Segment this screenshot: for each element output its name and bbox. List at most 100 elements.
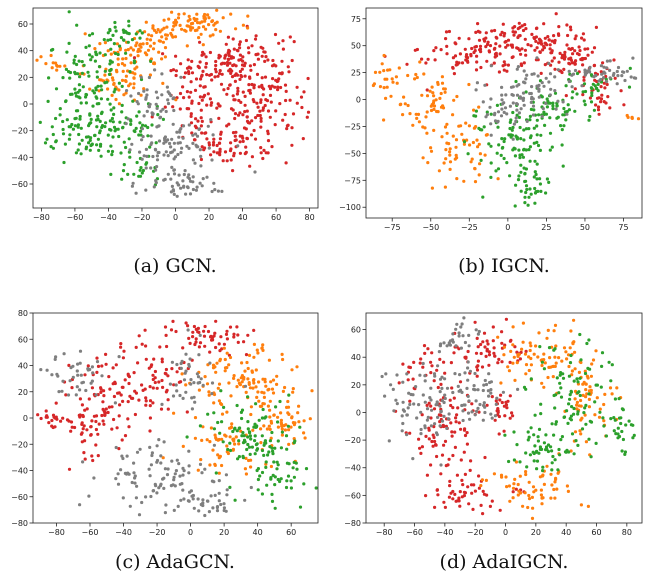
data-point [541, 469, 545, 473]
data-point [207, 141, 211, 145]
data-point [583, 413, 587, 417]
data-point [136, 361, 140, 365]
data-point [234, 27, 238, 31]
data-point [293, 439, 297, 443]
data-point [71, 364, 75, 368]
data-point [151, 489, 156, 493]
data-point [153, 376, 157, 380]
data-point [169, 151, 173, 155]
data-point [495, 36, 499, 40]
data-point [90, 55, 94, 59]
data-point [567, 79, 571, 84]
data-point [182, 172, 186, 177]
data-point [553, 89, 557, 93]
data-point [72, 61, 76, 65]
data-point [145, 93, 149, 97]
data-point [539, 189, 543, 193]
data-point [187, 471, 191, 475]
data-point [216, 420, 220, 425]
data-point [260, 448, 265, 453]
data-point [504, 93, 508, 97]
data-point [452, 351, 456, 355]
data-point [459, 458, 463, 462]
data-point [88, 138, 92, 142]
data-point [258, 109, 262, 113]
data-point [454, 145, 458, 149]
y-tick-label: −75 [344, 176, 361, 185]
data-point [535, 118, 539, 122]
data-point [118, 403, 122, 407]
data-point [620, 74, 624, 78]
data-point [69, 429, 73, 433]
data-point [109, 128, 113, 132]
data-point [406, 103, 410, 108]
data-point [142, 89, 146, 93]
data-point [99, 111, 104, 116]
data-point [50, 66, 54, 70]
data-point [246, 377, 250, 381]
data-point [425, 94, 430, 98]
data-point [194, 77, 199, 81]
data-point [539, 412, 543, 416]
data-point [187, 177, 192, 181]
data-point [558, 373, 562, 377]
data-point [629, 75, 633, 79]
data-point [181, 346, 185, 350]
data-point [462, 316, 466, 320]
data-point [215, 20, 219, 24]
data-point [532, 459, 536, 463]
data-point [182, 96, 186, 100]
data-point [220, 72, 224, 76]
data-point [258, 113, 262, 118]
data-point [496, 110, 501, 114]
data-point [51, 132, 55, 137]
data-point [564, 118, 568, 122]
data-point [302, 90, 306, 94]
data-point [382, 118, 386, 122]
data-point [185, 435, 189, 439]
data-point [45, 368, 49, 372]
data-point [191, 158, 195, 162]
data-point [283, 428, 287, 432]
data-point [467, 344, 471, 348]
data-point [502, 156, 506, 161]
data-point [567, 374, 572, 378]
data-point [490, 499, 494, 503]
data-point [161, 117, 165, 121]
data-point [588, 65, 592, 69]
data-point [542, 44, 546, 49]
data-point [199, 32, 203, 36]
data-point [427, 437, 431, 441]
data-point [77, 59, 81, 63]
data-point [422, 344, 427, 348]
data-point [443, 371, 447, 375]
y-tick-label: −20 [11, 440, 28, 449]
data-point [82, 424, 86, 428]
data-point [583, 103, 587, 107]
data-point [595, 396, 599, 400]
data-point [475, 368, 480, 372]
data-point [198, 40, 202, 44]
data-point [266, 388, 270, 392]
data-point [151, 24, 155, 28]
data-point [68, 92, 73, 96]
data-point [457, 124, 461, 128]
data-point [569, 418, 574, 422]
data-point [166, 398, 170, 402]
x-tick-label: −80 [376, 528, 393, 537]
data-point [193, 18, 197, 23]
data-point [189, 382, 193, 386]
data-point [220, 412, 225, 416]
data-point [236, 144, 240, 148]
data-point [454, 138, 459, 142]
data-point [514, 487, 518, 491]
data-point [298, 425, 302, 429]
data-point [604, 101, 608, 105]
data-point [554, 107, 558, 111]
data-point [581, 32, 586, 36]
data-point [487, 142, 491, 146]
x-tick-label: −60 [82, 528, 99, 537]
data-point [70, 425, 74, 429]
data-point [499, 393, 503, 397]
data-point [401, 400, 405, 404]
